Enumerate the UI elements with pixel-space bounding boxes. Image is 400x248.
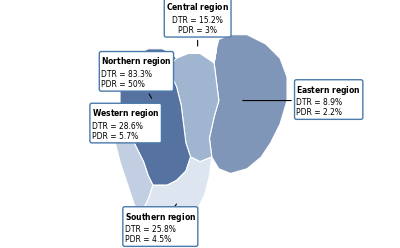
Polygon shape <box>113 105 153 214</box>
Text: $\bf{Eastern\ region}$
DTR = 8.9%
PDR = 2.2%: $\bf{Eastern\ region}$ DTR = 8.9% PDR = … <box>243 84 361 118</box>
Text: $\bf{Central\ region}$
DTR = 15.2%
PDR = 3%: $\bf{Central\ region}$ DTR = 15.2% PDR =… <box>166 1 229 46</box>
Text: $\bf{Western\ region}$
DTR = 28.6%
PDR = 5.7%: $\bf{Western\ region}$ DTR = 28.6% PDR =… <box>92 107 160 141</box>
Text: $\bf{Southern\ region}$
DTR = 25.8%
PDR = 4.5%: $\bf{Southern\ region}$ DTR = 25.8% PDR … <box>125 204 196 245</box>
Polygon shape <box>210 35 287 173</box>
Polygon shape <box>139 157 212 232</box>
Polygon shape <box>120 49 190 185</box>
Text: $\bf{Northern\ region}$
DTR = 83.3%
PDR = 50%: $\bf{Northern\ region}$ DTR = 83.3% PDR … <box>101 55 172 98</box>
Polygon shape <box>167 49 219 162</box>
